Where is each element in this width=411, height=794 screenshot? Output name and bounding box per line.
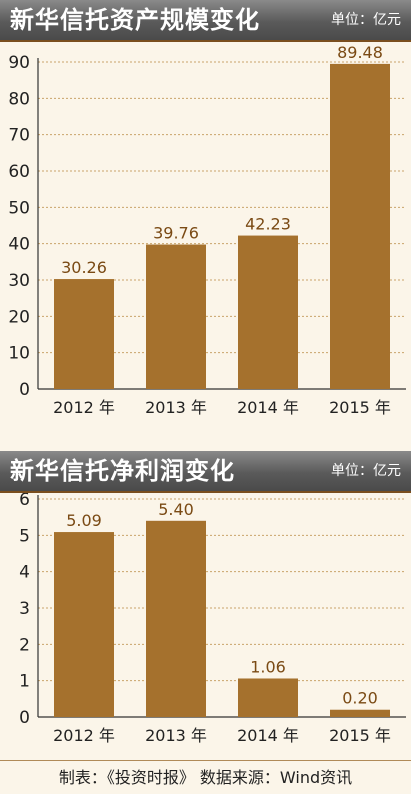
- profit-ytick-label: 2: [19, 635, 30, 655]
- profit-value-label: 5.40: [158, 500, 194, 519]
- asset-ytick-label: 70: [8, 126, 30, 146]
- profit-value-label: 5.09: [66, 511, 102, 530]
- profit-ytick-label: 1: [19, 672, 30, 692]
- asset-bar: [330, 63, 390, 389]
- profit-category-label: 2013 年: [145, 726, 207, 745]
- asset-value-label: 30.26: [61, 258, 107, 277]
- asset-category-label: 2015 年: [329, 398, 391, 417]
- profit-category-label: 2012 年: [53, 726, 115, 745]
- profit-bar: [146, 520, 206, 717]
- asset-bar: [146, 244, 206, 389]
- asset-category-label: 2014 年: [237, 398, 299, 417]
- profit-category-label: 2014 年: [237, 726, 299, 745]
- asset-ytick-label: 30: [8, 271, 30, 291]
- asset-ytick-label: 50: [8, 198, 30, 218]
- profit-ytick-label: 4: [19, 563, 30, 583]
- profit-chart-unit: 单位：亿元: [331, 463, 401, 479]
- asset-scale-chart: 0 10 20 30 40 50 60 70 80 90 30.26 2012 年 39.76 2013 …: [8, 43, 406, 417]
- profit-value-label: 1.06: [250, 657, 286, 676]
- asset-ytick-label: 40: [8, 235, 30, 255]
- profit-value-label: 0.20: [342, 689, 378, 708]
- profit-ytick-label: 3: [19, 599, 30, 619]
- profit-chart-title: 新华信托净利润变化: [10, 457, 235, 485]
- asset-chart-unit: 单位：亿元: [331, 12, 401, 28]
- asset-ytick-label: 80: [8, 89, 30, 109]
- source-footer: 制表：《投资时报》 数据来源：Wind资讯: [0, 760, 411, 794]
- asset-bar: [238, 235, 298, 389]
- asset-chart-banner: 新华信托资产规模变化 单位：亿元: [0, 0, 411, 42]
- asset-category-label: 2013 年: [145, 398, 207, 417]
- profit-ytick-label: 0: [19, 708, 30, 728]
- asset-value-label: 39.76: [153, 224, 199, 243]
- profit-ytick-label: 5: [19, 526, 30, 546]
- asset-ytick-label: 60: [8, 162, 30, 182]
- profit-bar: [54, 532, 114, 717]
- asset-category-label: 2012 年: [53, 398, 115, 417]
- profit-category-label: 2015 年: [329, 726, 391, 745]
- asset-chart-title: 新华信托资产规模变化: [10, 6, 260, 34]
- net-profit-chart: 0 1 2 3 4 5 6 5.09 2012 年 5.40 2013 年 1.06 2014 年 0.2…: [19, 493, 406, 745]
- asset-ytick-label: 20: [8, 307, 30, 327]
- asset-ytick-label: 10: [8, 344, 30, 364]
- asset-ytick-label: 90: [8, 53, 30, 73]
- profit-chart-banner: 新华信托净利润变化 单位：亿元: [0, 451, 411, 493]
- profit-ytick-label: 6: [19, 493, 30, 510]
- asset-value-label: 42.23: [245, 215, 291, 234]
- asset-ytick-label: 0: [19, 380, 30, 400]
- profit-bar: [238, 678, 298, 717]
- asset-value-label: 89.48: [337, 43, 383, 62]
- profit-bar: [330, 709, 390, 717]
- asset-bar: [54, 279, 114, 389]
